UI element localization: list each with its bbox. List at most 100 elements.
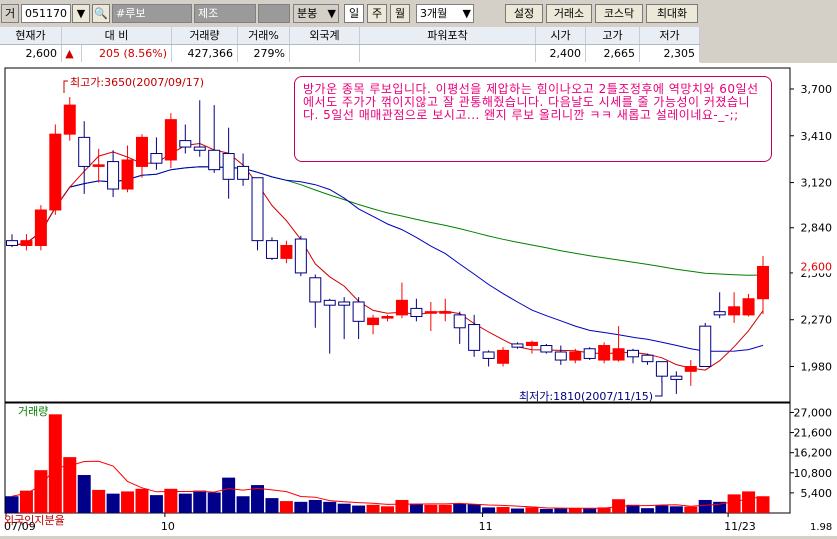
volume-bar	[366, 504, 380, 513]
volume-bar	[63, 457, 77, 513]
volume-ma-line	[11, 460, 764, 509]
current-price-label: 2,600	[801, 260, 833, 273]
chevron-down-icon: ▼	[76, 7, 86, 20]
volume-bar	[496, 507, 510, 513]
candle-body	[150, 153, 163, 164]
quote-table: 현재가 대 비 거래량 거래% 외국계 파워포착 시가 고가 저가 2,600 …	[0, 27, 700, 63]
volume-tick-label: 5,400	[801, 487, 833, 500]
candle-body	[670, 375, 683, 380]
volume-tick-label: 21,600	[794, 427, 833, 440]
header-foreign: 외국계	[290, 27, 360, 44]
volume-bar	[467, 504, 481, 513]
range-label: 3개월	[420, 7, 448, 20]
settings-button[interactable]: 설정	[505, 4, 543, 23]
header-change: 대 비	[62, 27, 172, 44]
header-open: 시가	[536, 27, 586, 44]
volume-bar	[568, 508, 582, 513]
foreign-ratio-label: 외국인지분율	[4, 514, 65, 527]
candle-body	[424, 311, 437, 314]
candle-body	[78, 136, 91, 167]
candle-body	[63, 104, 76, 135]
code-dropdown-button[interactable]: ▼	[72, 4, 90, 23]
volume-bar	[279, 501, 293, 513]
candle-body	[439, 311, 452, 314]
price-tick-label: 3,120	[801, 177, 833, 190]
mode-selector[interactable]: 거	[1, 4, 19, 23]
daily-button[interactable]: 일	[344, 4, 364, 23]
candle-body	[713, 311, 726, 316]
candle-body	[222, 153, 235, 180]
volume-bar	[106, 493, 120, 513]
candle-body	[6, 240, 18, 246]
candle-body	[699, 325, 712, 368]
volume-bar	[554, 508, 568, 513]
volume-bar	[640, 508, 654, 513]
x-tick-label: 11/23	[724, 520, 756, 533]
candle-body	[107, 161, 120, 190]
volume-panel-label: 거래량	[18, 405, 48, 418]
candle-body	[135, 136, 148, 167]
volume-bar	[77, 475, 91, 513]
volume-bar	[482, 507, 496, 513]
volume-bar	[713, 501, 727, 513]
candle-body	[453, 314, 466, 329]
candle-body	[395, 299, 408, 316]
price-tick-label: 2,840	[801, 222, 833, 235]
volume-bar	[19, 490, 33, 513]
x-tick-label: 10	[161, 520, 175, 533]
volume-bar	[453, 503, 467, 513]
header-power: 파워포착	[360, 27, 536, 44]
period-type-label: 분봉	[297, 7, 318, 20]
volume-bar	[135, 488, 149, 513]
blank-field	[258, 4, 290, 23]
header-volume-pct: 거래%	[238, 27, 290, 44]
volume-bar	[207, 492, 221, 513]
volume-bar	[698, 499, 712, 513]
chart-area[interactable]: 3,7003,4103,1202,8402,5602,2701,9802,600…	[0, 63, 837, 536]
volume-bar	[756, 496, 770, 513]
volume-bar	[121, 491, 135, 513]
search-button[interactable]: 🔍	[92, 4, 110, 23]
power-value	[360, 45, 536, 62]
candle-body	[410, 307, 423, 317]
price-tick-label: 3,410	[801, 130, 833, 143]
price-tick-label: 3,700	[801, 83, 833, 96]
volume-bar	[655, 505, 669, 513]
volume-bar	[222, 477, 236, 513]
high-price-marker: 최고가:3650(2007/09/17)	[70, 76, 204, 89]
foreign-value	[290, 45, 360, 62]
candle-body	[381, 315, 394, 319]
volume-bar	[34, 470, 48, 513]
header-volume: 거래량	[172, 27, 238, 44]
volume-bar	[525, 507, 539, 513]
candle-body	[193, 146, 206, 151]
maximize-button[interactable]: 최대화	[646, 4, 698, 23]
candle-body	[525, 341, 538, 347]
change-value: 205 (8.56%)	[82, 45, 172, 62]
volume-bar	[727, 494, 741, 513]
candle-body	[540, 345, 553, 353]
volume-bar	[438, 504, 452, 513]
weekly-button[interactable]: 주	[367, 4, 387, 23]
header-high: 고가	[586, 27, 640, 44]
candle-body	[757, 265, 769, 300]
volume-bar	[684, 506, 698, 513]
volume-bar	[48, 414, 62, 513]
stock-code-input[interactable]: 051170	[21, 4, 71, 23]
kospi-button[interactable]: 거래소	[546, 4, 592, 23]
period-type-select[interactable]: 분봉 ▼	[293, 4, 339, 23]
volume-bar	[539, 508, 553, 513]
volume-bar	[409, 503, 423, 513]
kosdaq-button[interactable]: 코스닥	[595, 4, 643, 23]
candle-body	[627, 349, 640, 358]
candle-body	[728, 306, 741, 316]
x-tick-label: 11	[479, 520, 493, 533]
volume-bar	[669, 506, 683, 513]
range-select[interactable]: 3개월 ▼	[416, 4, 474, 23]
volume-bar	[597, 507, 611, 513]
quote-header-row: 현재가 대 비 거래량 거래% 외국계 파워포착 시가 고가 저가	[0, 27, 700, 45]
volume-tick-label: 16,200	[794, 447, 833, 460]
candle-body	[497, 349, 510, 364]
volume-bar	[337, 503, 351, 513]
monthly-button[interactable]: 월	[390, 4, 410, 23]
